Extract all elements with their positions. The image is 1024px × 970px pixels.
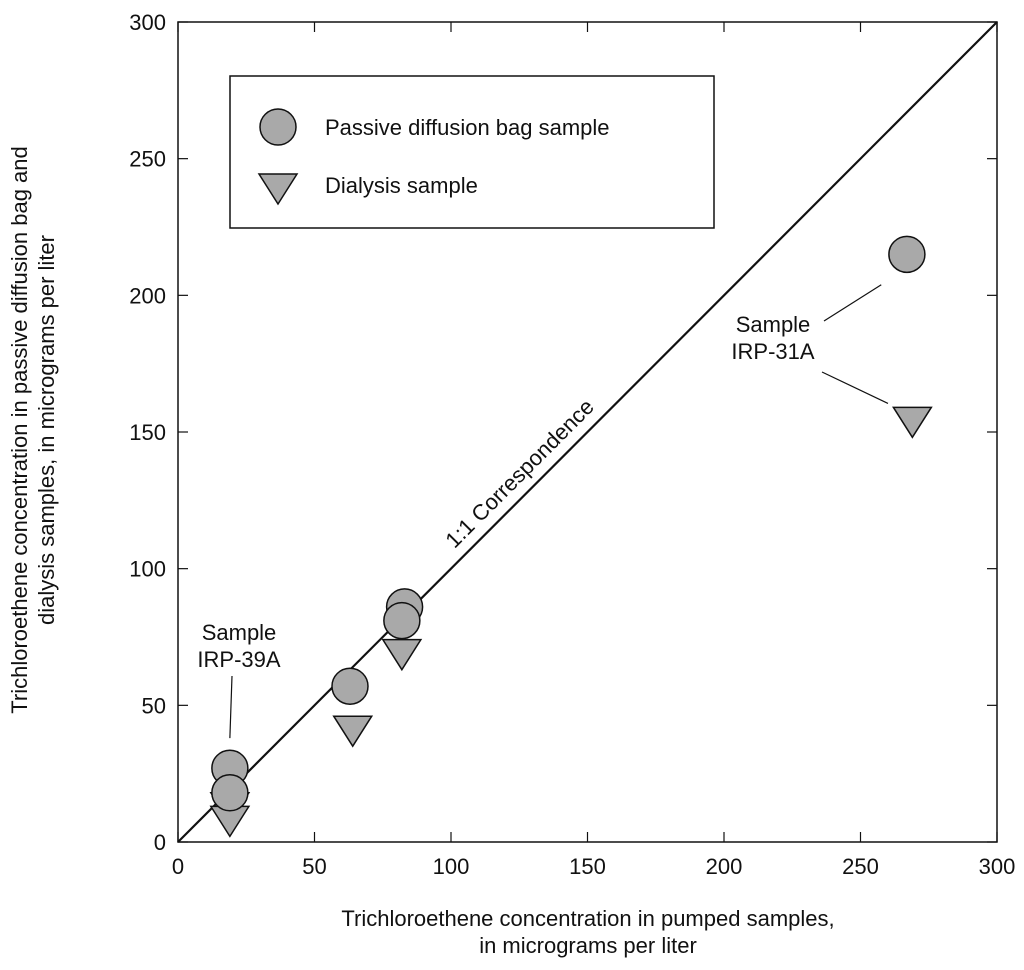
- y-tick-label: 300: [129, 10, 166, 35]
- x-tick-label: 150: [569, 854, 606, 879]
- passive-point-4: [383, 601, 421, 640]
- x-tick-label: 50: [302, 854, 326, 879]
- legend-triangle-marker: [257, 173, 299, 206]
- annotation-irp31a-line2: IRP-31A: [731, 339, 814, 364]
- data-marks: [209, 235, 933, 838]
- legend-label-passive: Passive diffusion bag sample: [325, 115, 610, 140]
- x-axis-title-line2: in micrograms per liter: [479, 933, 697, 958]
- dialysis-point-4: [892, 406, 933, 439]
- y-axis-title-line1: Trichloroethene concentration in passive…: [7, 146, 32, 713]
- x-tick-label: 250: [842, 854, 879, 879]
- x-tick-label: 0: [172, 854, 184, 879]
- passive-point-2: [331, 667, 369, 705]
- axis-titles: Trichloroethene concentration in pumped …: [7, 146, 835, 958]
- one-to-one-label: 1:1 Correspondence: [440, 394, 599, 553]
- annotation-irp39a-leader: [229, 675, 233, 739]
- y-tick-label: 50: [142, 693, 166, 718]
- x-tick-label: 300: [979, 854, 1016, 879]
- passive-point-1: [211, 774, 249, 812]
- legend-label-dialysis: Dialysis sample: [325, 173, 478, 198]
- annotation-irp31a-line1: Sample: [736, 312, 811, 337]
- legend-box: [229, 75, 715, 229]
- dialysis-point-3: [381, 638, 423, 672]
- x-tick-label: 100: [433, 854, 470, 879]
- annotation-irp39a-line1: Sample: [202, 620, 277, 645]
- y-tick-label: 200: [129, 283, 166, 308]
- legend: Passive diffusion bag sample Dialysis sam…: [229, 75, 715, 229]
- dialysis-point-2: [332, 715, 374, 748]
- passive-point-5: [888, 235, 926, 274]
- y-tick-label: 100: [129, 557, 166, 582]
- y-axis-title-line2: dialysis samples, in micrograms per lite…: [34, 235, 59, 625]
- legend-circle-marker: [259, 108, 297, 146]
- y-tick-label: 150: [129, 420, 166, 445]
- x-tick-label: 200: [706, 854, 743, 879]
- annotation-irp31a-leader-triangle: [821, 371, 889, 404]
- x-axis-title-line1: Trichloroethene concentration in pumped …: [341, 906, 834, 931]
- annotation-irp39a-line2: IRP-39A: [197, 647, 280, 672]
- y-tick-label: 0: [154, 830, 166, 855]
- one-to-one-line: [177, 21, 998, 843]
- y-tick-label: 250: [129, 147, 166, 172]
- annotation-irp31a-leader-circle: [823, 284, 882, 322]
